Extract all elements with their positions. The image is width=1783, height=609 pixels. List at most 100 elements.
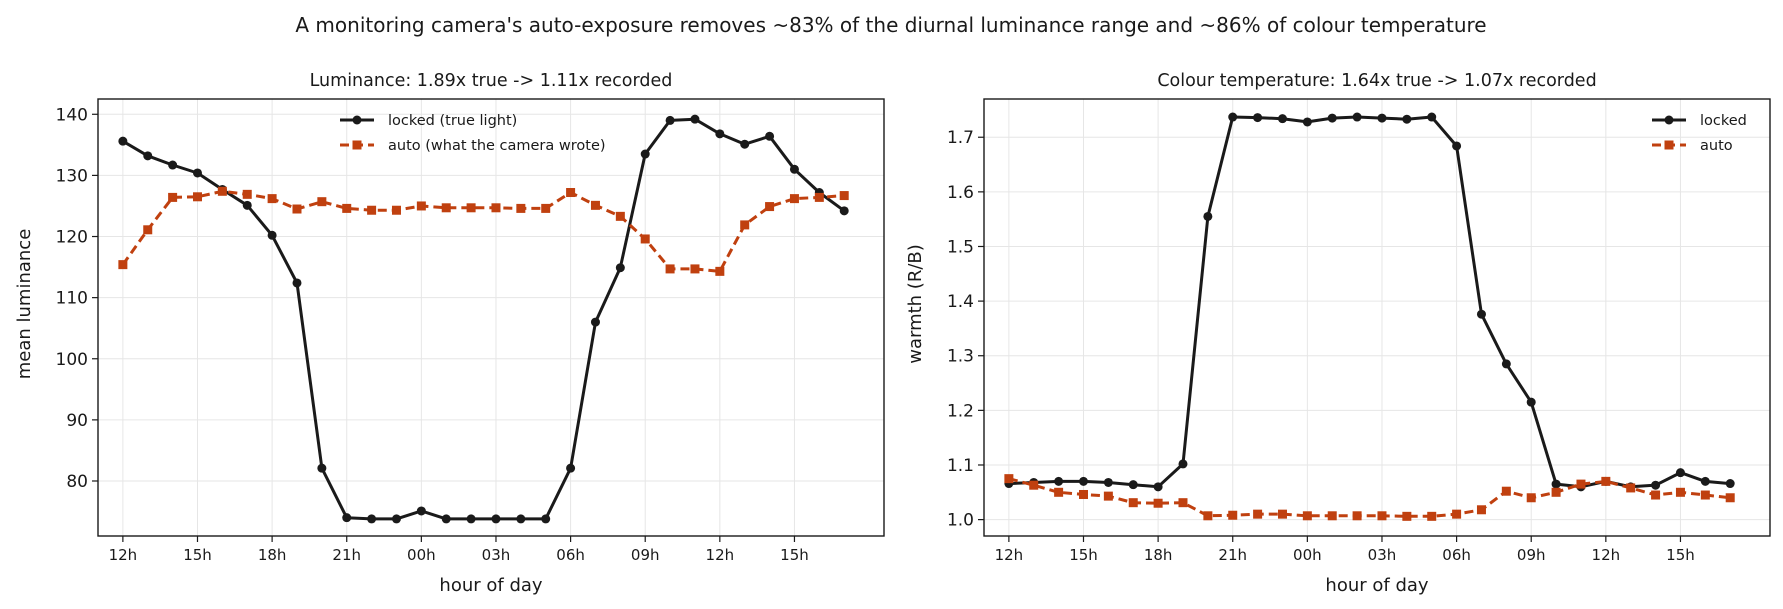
- luminance-series-0-point: [516, 514, 526, 524]
- luminance-series-1-point: [491, 203, 501, 213]
- luminance-series-0-point: [168, 160, 178, 170]
- colour-series-1-point: [1675, 487, 1685, 497]
- luminance-series-0-point: [740, 139, 750, 149]
- colour-series-1-point: [1501, 486, 1511, 496]
- colour-series-1-point: [1576, 479, 1586, 489]
- colour-series-1-point: [1626, 483, 1636, 493]
- luminance-legend-marker: [352, 140, 362, 150]
- colour-series-0-point: [1427, 112, 1437, 122]
- luminance-series-1-point: [590, 200, 600, 210]
- colour-y-tick-label: 1.5: [947, 237, 974, 257]
- colour-series-1-point: [1153, 498, 1163, 508]
- colour-series-1-point: [1427, 511, 1437, 521]
- luminance-series-1-line: [121, 189, 845, 273]
- colour-series-1-point: [1277, 509, 1287, 519]
- colour-panel-title: Colour temperature: 1.64x true -> 1.07x …: [1157, 71, 1596, 91]
- colour-series-0-point: [1501, 359, 1511, 369]
- colour-legend-marker: [1664, 140, 1674, 150]
- luminance-y-tick-label: 90: [66, 411, 88, 431]
- colour-series-1-point: [1725, 493, 1735, 503]
- colour-series-0-point: [1054, 476, 1064, 486]
- colour-series-0-point: [1651, 480, 1661, 490]
- colour-series-1-point: [1103, 491, 1113, 501]
- luminance-x-tick-label: 00h: [407, 546, 436, 564]
- colour-series-0-point: [1078, 476, 1088, 486]
- luminance-series-0-point: [615, 263, 625, 273]
- luminance-series-1-point: [441, 203, 451, 213]
- luminance-legend-label: locked (true light): [388, 113, 517, 129]
- colour-x-tick-label: 12h: [1592, 546, 1621, 564]
- colour-x-tick-label: 03h: [1368, 546, 1397, 564]
- colour-series-1-point: [1651, 490, 1661, 500]
- colour-series-1-point: [1700, 490, 1710, 500]
- luminance-series-1-point: [317, 197, 327, 207]
- luminance-x-tick-label: 12h: [109, 546, 138, 564]
- luminance-series-1-point: [715, 266, 725, 276]
- luminance-series-0-point: [292, 278, 302, 288]
- luminance-series-0-point: [640, 149, 650, 159]
- luminance-series-1-point: [765, 202, 775, 212]
- luminance-series-1-point: [267, 194, 277, 204]
- colour-x-tick-label: 09h: [1517, 546, 1546, 564]
- luminance-legend-marker: [352, 115, 362, 125]
- luminance-series-1-point: [342, 203, 352, 213]
- luminance-series-0-point: [715, 129, 725, 139]
- colour-series-0-point: [1402, 114, 1412, 124]
- luminance-y-axis-label: mean luminance: [14, 229, 35, 380]
- colour-series-0-point: [1103, 477, 1113, 487]
- luminance-plot-frame: [97, 98, 885, 537]
- colour-x-tick-label: 15h: [1666, 546, 1695, 564]
- colour-series-1-point: [1078, 489, 1088, 499]
- luminance-series-0-point: [491, 514, 501, 524]
- luminance-series-0-point: [665, 115, 675, 125]
- colour-series-1-point: [1452, 509, 1462, 519]
- luminance-series-1-point: [217, 186, 227, 196]
- luminance-series-0-point: [367, 514, 377, 524]
- luminance-series-0-point: [789, 164, 799, 174]
- colour-y-tick-label: 1.6: [947, 183, 974, 203]
- colour-series-1-point: [1476, 505, 1486, 515]
- colour-series-0-point: [1277, 114, 1287, 124]
- luminance-legend-label: auto (what the camera wrote): [388, 138, 606, 154]
- luminance-series-1-point: [690, 264, 700, 274]
- colour-series-1-point: [1327, 511, 1337, 521]
- colour-series-1-point: [1352, 511, 1362, 521]
- luminance-series-0-point: [317, 463, 327, 473]
- colour-series-1-point: [1551, 487, 1561, 497]
- luminance-series-0-line: [122, 117, 846, 521]
- luminance-series-0-point: [690, 114, 700, 124]
- colour-series-1-point: [1302, 511, 1312, 521]
- colour-series-0-point: [1675, 468, 1685, 478]
- luminance-y-tick-label: 110: [56, 289, 88, 309]
- colour-series-0-point: [1377, 113, 1387, 123]
- colour-series-1-point: [1402, 511, 1412, 521]
- colour-series-0-point: [1476, 309, 1486, 319]
- luminance-series-1-point: [168, 192, 178, 202]
- colour-series-0-point: [1253, 113, 1263, 123]
- colour-y-tick-label: 1.2: [947, 401, 974, 421]
- luminance-series-1-point: [740, 220, 750, 230]
- luminance-series-1-point: [466, 203, 476, 213]
- luminance-series-1-point: [416, 201, 426, 211]
- colour-y-tick-label: 1.7: [947, 128, 974, 148]
- colour-x-tick-label: 21h: [1218, 546, 1247, 564]
- luminance-panel: Luminance: 1.89x true -> 1.11x recorded …: [14, 71, 885, 596]
- luminance-series-0-point: [143, 151, 153, 161]
- luminance-x-tick-label: 03h: [482, 546, 511, 564]
- luminance-series-1-point: [292, 204, 302, 214]
- luminance-x-tick-label: 18h: [258, 546, 287, 564]
- luminance-series-0-point: [267, 230, 277, 240]
- luminance-series-1-point: [242, 189, 252, 199]
- colour-plot-frame: [983, 98, 1771, 537]
- colour-y-tick-label: 1.1: [947, 456, 974, 476]
- luminance-series-0-point: [441, 514, 451, 524]
- colour-series-1-point: [1054, 487, 1064, 497]
- colour-legend-marker: [1664, 115, 1674, 125]
- luminance-y-tick-label: 100: [56, 350, 88, 370]
- colour-series-0-point: [1128, 480, 1138, 490]
- colour-series-1-point: [1128, 498, 1138, 508]
- colour-series-1-point: [1526, 493, 1536, 503]
- luminance-y-tick-label: 120: [56, 228, 88, 248]
- luminance-x-axis-label: hour of day: [439, 575, 542, 596]
